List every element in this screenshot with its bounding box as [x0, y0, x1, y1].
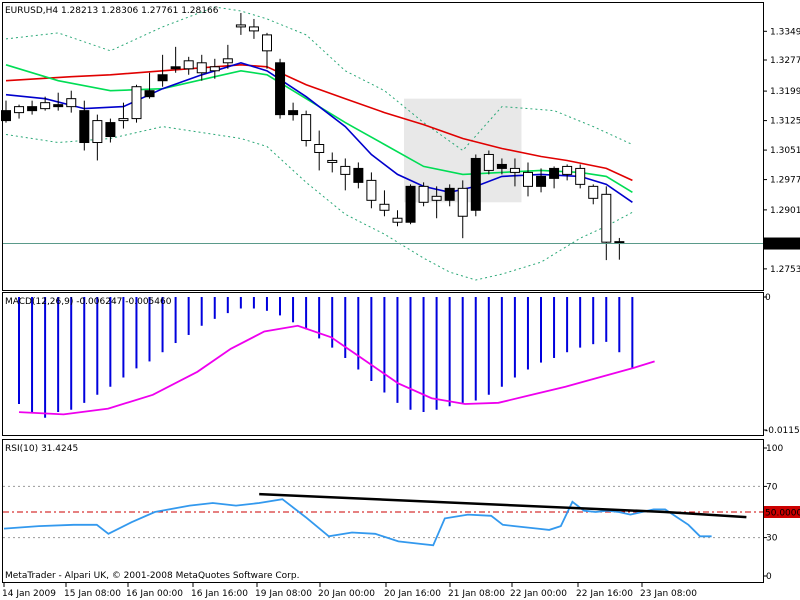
candle: [262, 32, 272, 69]
candle: [444, 184, 455, 207]
candle: [379, 190, 390, 217]
candle: [470, 154, 481, 217]
price-tick-label: 1.30510: [770, 146, 800, 156]
candle: [301, 110, 312, 147]
current-price-label: 1.28166: [766, 240, 800, 250]
candle: [53, 92, 64, 111]
rsi-pane-frame: [2, 439, 764, 583]
time-tick-label: 22 Jan 16:00: [576, 589, 633, 599]
candle: [496, 158, 507, 175]
candle: [235, 12, 246, 35]
candle: [1, 100, 11, 123]
candle: [196, 54, 207, 81]
candle: [366, 172, 377, 209]
candle: [275, 58, 286, 119]
candle: [601, 186, 612, 261]
candle: [457, 180, 468, 239]
candle: [536, 168, 547, 193]
macd-tick-label: 0: [765, 293, 771, 303]
candle: [66, 90, 77, 113]
candle: [614, 237, 625, 260]
candle: [340, 158, 351, 191]
candle: [157, 54, 168, 87]
candle: [523, 162, 533, 197]
current-price-tag: [764, 237, 800, 250]
candle: [562, 164, 573, 181]
bollinger-lower-line: [5, 126, 633, 281]
candle: [105, 118, 116, 143]
rsi-tick-label: 100: [766, 444, 783, 454]
time-tick-label: 15 Jan 08:00: [64, 589, 121, 599]
price-tick-label: 1.31250: [770, 117, 800, 127]
time-tick-label: 23 Jan 08:00: [640, 589, 697, 599]
time-tick-label: 20 Jan 16:00: [384, 589, 441, 599]
candle: [314, 130, 325, 171]
time-tick-label: 14 Jan 2009: [2, 589, 56, 599]
time-tick-label: 19 Jan 08:00: [255, 589, 312, 599]
candle: [40, 96, 51, 111]
candle: [431, 186, 442, 219]
rsi-pane-title: RSI(10) 31.4245: [5, 444, 78, 454]
main-pane-title: EURUSD,H4 1.28213 1.28306 1.27761 1.2816…: [5, 6, 219, 16]
candle: [170, 46, 181, 73]
macd-signal-line: [18, 324, 655, 416]
macd-pane-frame: [2, 292, 764, 436]
price-tick-label: 1.32770: [770, 56, 800, 66]
main-pane-frame: [2, 2, 764, 291]
candle: [405, 184, 416, 225]
candle: [79, 100, 90, 151]
candle: [248, 18, 259, 39]
time-tick-label: 16 Jan 16:00: [191, 589, 248, 599]
price-tick-label: 1.29010: [770, 206, 800, 216]
candle: [327, 152, 338, 173]
candle: [509, 158, 520, 187]
ma-fast-line: [5, 61, 633, 203]
time-tick-label: 21 Jan 08:00: [448, 589, 505, 599]
macd-tick-label: -0.01156: [765, 426, 800, 436]
macd-pane-title: MACD(12,26,9) -0.006247 -0.005460: [5, 297, 172, 307]
time-tick-label: 16 Jan 00:00: [126, 589, 183, 599]
macd-pane: 0 -0.01156: [18, 293, 800, 436]
candle: [209, 58, 220, 79]
rsi-tick-label: 0: [766, 572, 772, 582]
candle: [288, 102, 299, 121]
price-tick-label: 1.33490: [770, 27, 800, 37]
rsi-tick-label: 50.0000: [765, 509, 800, 519]
ma-slow-line: [5, 63, 633, 182]
candle: [353, 162, 364, 189]
candle: [483, 150, 494, 175]
time-tick-label: 22 Jan 00:00: [510, 589, 567, 599]
price-tick-label: 1.31990: [770, 87, 800, 97]
time-tick-label: 20 Jan 00:00: [318, 589, 375, 599]
main-pane: 1.28166 1.33490 1.32770 1.31990 1.31250 1.305…: [1, 6, 800, 281]
rsi-line: [3, 498, 712, 547]
candle: [549, 166, 560, 189]
rsi-tick-label: 30: [766, 534, 778, 544]
candle: [92, 114, 103, 161]
candle: [222, 44, 233, 69]
candle: [131, 84, 142, 123]
candle: [14, 104, 25, 119]
rsi-trendline: [259, 492, 747, 519]
candle: [144, 72, 155, 99]
bollinger-upper-line: [5, 6, 633, 152]
candle: [418, 182, 429, 207]
candle: [27, 100, 38, 115]
candle: [118, 102, 129, 129]
candle: [392, 210, 403, 227]
candle: [588, 184, 599, 205]
candle: [575, 164, 586, 189]
rsi-pane: 100 70 50.0000 30 0: [3, 444, 800, 582]
copyright-text: MetaTrader - Alpari UK, © 2001-2008 Meta…: [5, 571, 299, 581]
rsi-tick-label: 70: [766, 482, 778, 492]
price-tick-label: 1.29770: [770, 176, 800, 186]
time-axis: 14 Jan 2009 15 Jan 08:00 16 Jan 00:00 16 Ja…: [2, 583, 697, 599]
candle: [183, 56, 194, 75]
